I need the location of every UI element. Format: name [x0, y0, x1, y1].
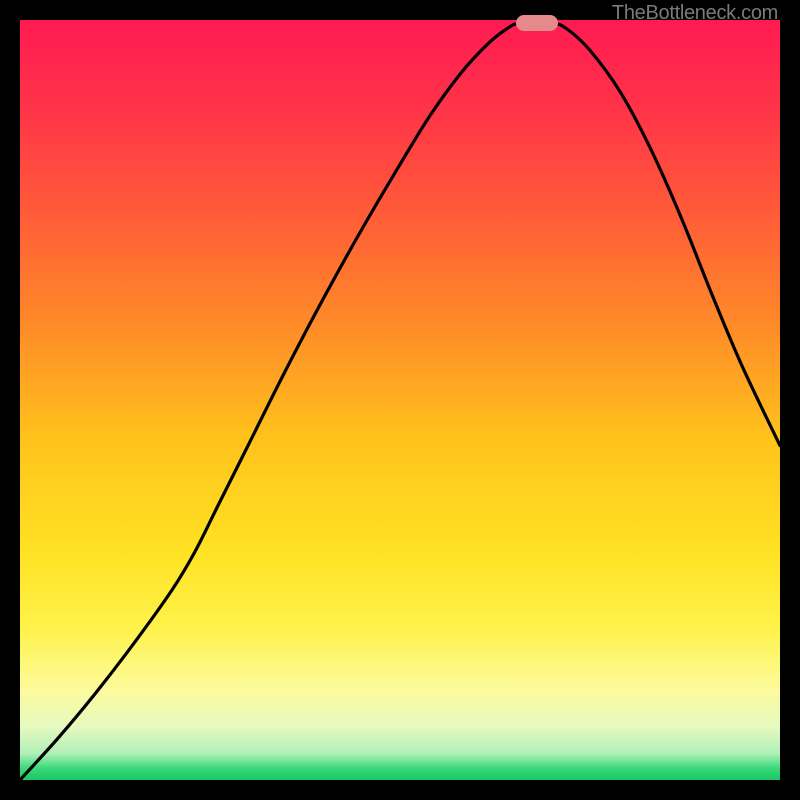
plot-frame: [20, 20, 780, 780]
watermark-text: TheBottleneck.com: [612, 2, 778, 25]
bottleneck-curve: [20, 20, 780, 780]
optimal-marker: [516, 15, 558, 31]
